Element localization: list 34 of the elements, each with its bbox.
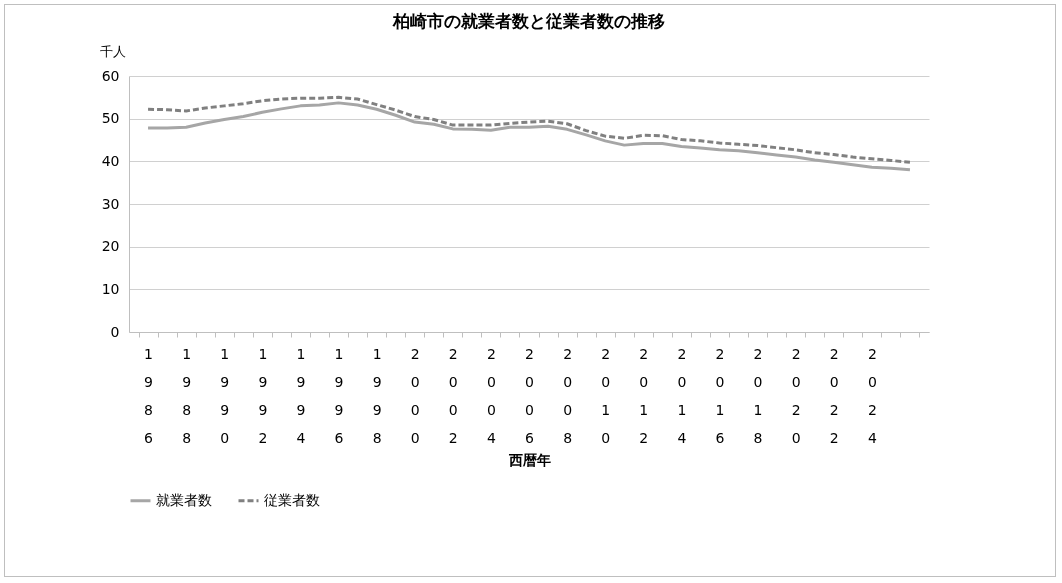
y-tick-label: 60: [101, 67, 120, 84]
x-tick-label: 2016: [715, 345, 725, 446]
x-tick-label: 2020: [791, 345, 801, 446]
x-tick-label: 2024: [867, 345, 877, 446]
x-tick-label: 1992: [258, 345, 268, 446]
x-tick-label: 2006: [525, 345, 535, 446]
x-tick-label: 2004: [486, 345, 496, 446]
y-axis-title: 千人: [99, 43, 126, 59]
x-tick-label: 1990: [220, 345, 230, 446]
x-tick-label: 2012: [639, 345, 649, 446]
y-tick-label: 50: [101, 110, 120, 127]
x-tick-label: 1994: [296, 345, 306, 446]
x-tick-label: 2002: [448, 345, 458, 446]
x-tick-label: 2000: [410, 345, 420, 446]
x-axis-title: 西暦年: [507, 451, 551, 468]
y-tick-label: 0: [110, 323, 120, 340]
y-tick-label: 20: [101, 238, 120, 255]
x-tick-label: 2010: [601, 345, 611, 446]
x-tick-label: 2018: [753, 345, 763, 446]
chart-title: 柏崎市の就業者数と従業者数の推移: [392, 11, 665, 31]
y-tick-label: 40: [101, 152, 120, 169]
x-tick-label: 2022: [829, 345, 839, 446]
x-tick-label: 1998: [372, 345, 382, 446]
line-series: [146, 95, 912, 164]
y-tick-label: 30: [101, 195, 120, 212]
legend-label: 就業者数: [156, 491, 212, 508]
x-tick-label: 1986: [144, 345, 154, 446]
x-tick-label: 1988: [182, 345, 192, 446]
line-series: [146, 101, 912, 172]
legend-label: 従業者数: [264, 491, 320, 508]
x-tick-label: 2014: [677, 345, 687, 446]
x-tick-label: 2008: [563, 345, 573, 446]
x-tick-label: 1996: [334, 345, 344, 446]
y-tick-label: 10: [101, 280, 120, 297]
